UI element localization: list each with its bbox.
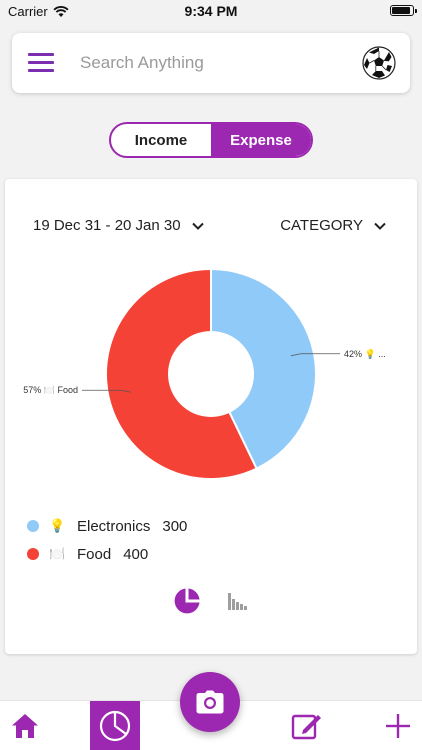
hamburger-menu-icon[interactable] bbox=[28, 53, 54, 73]
slice-callout-line bbox=[82, 389, 132, 393]
date-range-label: 19 Dec 31 - 20 Jan 30 bbox=[33, 217, 181, 234]
battery-icon bbox=[390, 5, 417, 16]
plate-icon: 🍽️ bbox=[49, 546, 66, 561]
expense-tab[interactable]: Expense bbox=[211, 124, 311, 156]
chart-card: 19 Dec 31 - 20 Jan 30 CATEGORY 42% 💡 ...… bbox=[5, 179, 417, 654]
carrier-label: Carrier bbox=[8, 4, 48, 19]
search-bar bbox=[12, 33, 410, 93]
search-input[interactable] bbox=[80, 49, 350, 77]
legend-label: Electronics bbox=[77, 517, 151, 535]
donut-chart: 42% 💡 ... 57% 🍽️ Food bbox=[23, 267, 386, 480]
legend-value: 300 bbox=[162, 517, 188, 535]
category-label: CATEGORY bbox=[280, 217, 363, 234]
legend-label: Food bbox=[77, 545, 112, 563]
home-icon bbox=[12, 714, 38, 738]
clock: 9:34 PM bbox=[184, 3, 238, 19]
bar-chart-icon[interactable] bbox=[227, 590, 249, 612]
chart-legend: 💡 Electronics 300 🍽️ Food 400 bbox=[27, 512, 187, 568]
battery-level bbox=[392, 7, 410, 14]
chart-type-switch bbox=[173, 587, 249, 615]
carrier-info: Carrier bbox=[8, 4, 69, 19]
add-icon bbox=[386, 714, 410, 738]
chevron-down-icon bbox=[374, 222, 386, 230]
date-range-dropdown[interactable]: 19 Dec 31 - 20 Jan 30 bbox=[33, 217, 205, 234]
chevron-down-icon bbox=[191, 222, 204, 230]
edit-icon bbox=[291, 714, 321, 740]
legend-dot bbox=[27, 520, 39, 532]
donut-hole bbox=[168, 331, 254, 417]
status-bar: Carrier 9:34 PM bbox=[0, 0, 422, 22]
nav-reports[interactable] bbox=[90, 701, 140, 750]
income-expense-toggle: Income Expense bbox=[109, 122, 313, 158]
nav-add[interactable] bbox=[376, 701, 420, 750]
camera-fab[interactable] bbox=[180, 672, 240, 732]
category-dropdown[interactable]: CATEGORY bbox=[280, 217, 387, 234]
slice-callout-line bbox=[290, 353, 340, 357]
legend-item-electronics: 💡 Electronics 300 bbox=[27, 512, 187, 540]
nav-home[interactable] bbox=[0, 701, 50, 750]
slice-label: 57% 🍽️ Food bbox=[23, 385, 78, 395]
legend-item-food: 🍽️ Food 400 bbox=[27, 540, 187, 568]
camera-icon bbox=[196, 690, 224, 714]
slice-label: 42% 💡 ... bbox=[344, 348, 386, 359]
nav-edit[interactable] bbox=[285, 701, 329, 750]
lightbulb-icon: 💡 bbox=[49, 518, 66, 533]
pie-chart-icon[interactable] bbox=[173, 587, 201, 615]
wifi-icon bbox=[53, 5, 69, 17]
income-tab[interactable]: Income bbox=[134, 131, 188, 149]
reports-icon bbox=[99, 710, 131, 742]
legend-dot bbox=[27, 548, 39, 560]
pie-slice-electronics bbox=[210, 267, 317, 470]
soccer-ball-avatar[interactable] bbox=[362, 46, 396, 80]
legend-value: 400 bbox=[123, 545, 149, 563]
